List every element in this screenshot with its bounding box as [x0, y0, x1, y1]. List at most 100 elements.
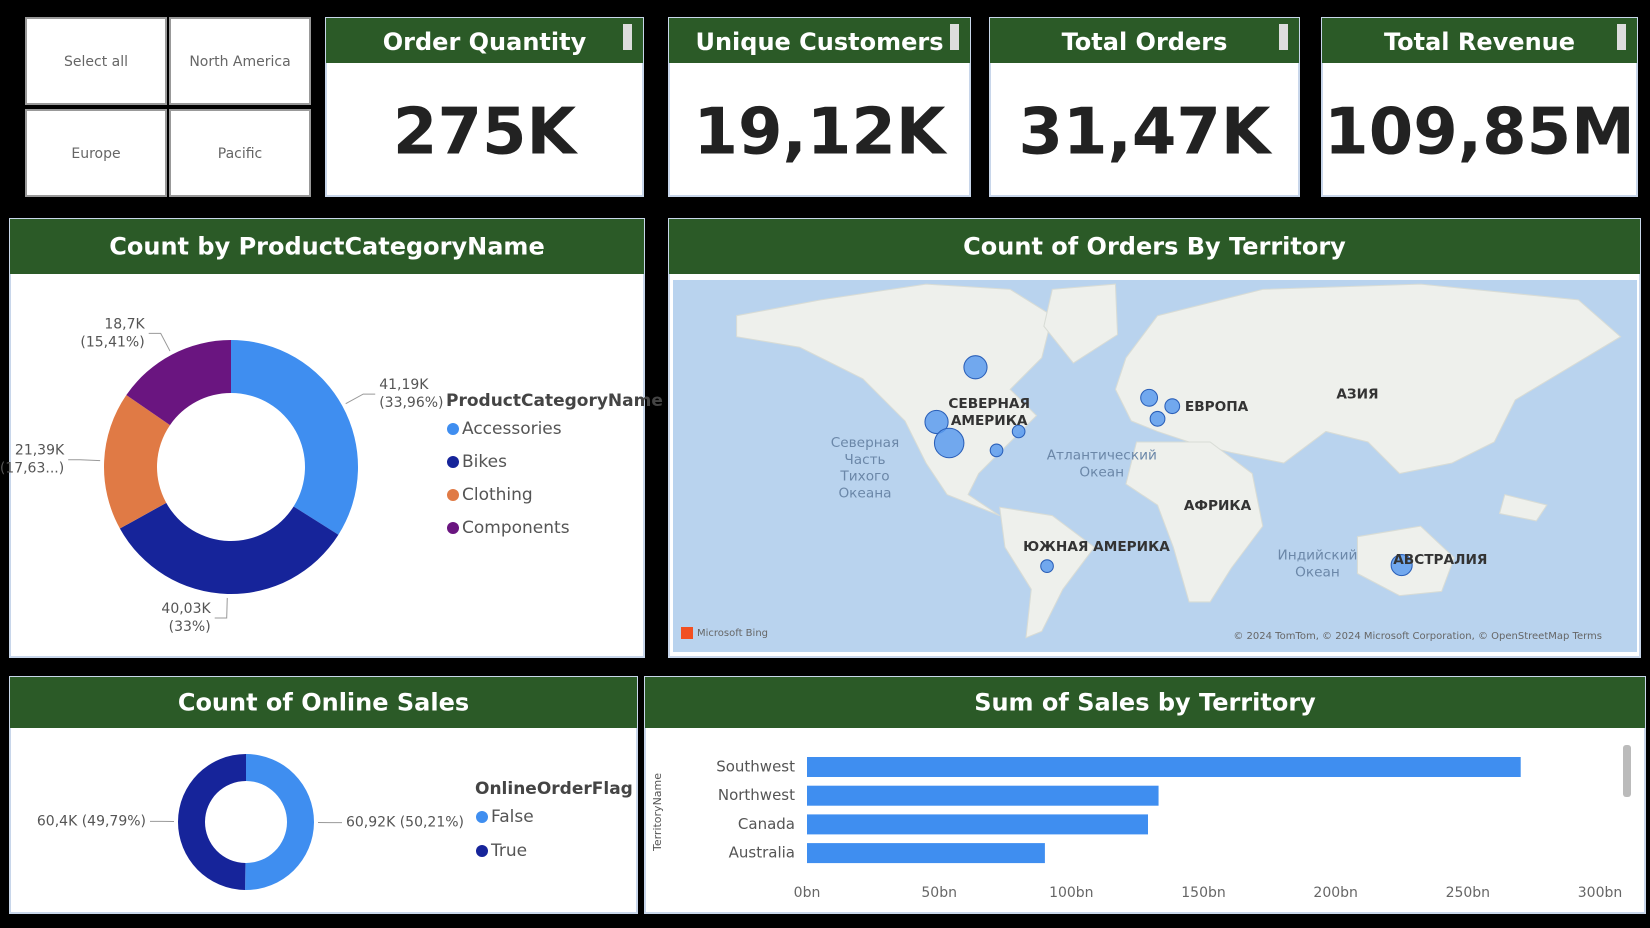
legend-swatch: [447, 456, 459, 468]
map-label: ЕВРОПА: [1185, 399, 1249, 415]
bar[interactable]: [807, 757, 1521, 777]
slicer-label[interactable]: Select all: [64, 54, 128, 70]
slicer-label[interactable]: Europe: [71, 146, 120, 162]
slicer-label[interactable]: North America: [189, 54, 290, 70]
card-title: Order Quantity: [383, 28, 587, 56]
slicer-tile[interactable]: [169, 109, 311, 197]
legend-label: Components: [462, 518, 570, 538]
panel-title: Count by ProductCategoryName: [109, 233, 544, 261]
map-bubble[interactable]: [924, 409, 949, 435]
donut-slice: [104, 395, 171, 529]
map-bubble[interactable]: [1140, 388, 1159, 407]
donut-slice: [126, 340, 231, 426]
x-tick-label: 250bn: [1446, 885, 1490, 901]
map-label: Атлантический Океан: [1047, 448, 1157, 481]
map-bubble[interactable]: [1011, 424, 1026, 439]
map-label: АВСТРАЛИЯ: [1393, 552, 1487, 568]
card-value: 19,12K: [693, 96, 947, 170]
map: СЕВЕРНАЯ АМЕРИКА ЕВРОПА АЗИЯ АФРИКА ЮЖНАЯ АМЕ…: [673, 280, 1637, 652]
x-tick-label: 100bn: [1049, 885, 1093, 901]
donut-slice: [245, 754, 314, 890]
map-bubble[interactable]: [1164, 398, 1181, 415]
landmass: [1498, 493, 1548, 522]
y-tick-label: Australia: [729, 844, 795, 862]
panel-title: Count of Orders By Territory: [963, 233, 1346, 261]
panel-title: Count of Online Sales: [178, 689, 469, 717]
legend-label: False: [491, 807, 534, 827]
map-label: Индийский Океан: [1278, 548, 1358, 581]
panel-header: [669, 219, 1640, 274]
data-label: 41,19K (33,96%): [379, 377, 443, 411]
logo-mark: [681, 627, 693, 639]
map-attribution: © 2024 TomTom, © 2024 Microsoft Corporat…: [1233, 631, 1602, 642]
data-label: 60,4K (49,79%): [37, 813, 146, 829]
card-title: Unique Customers: [695, 28, 943, 56]
scrollbar[interactable]: [1623, 745, 1631, 797]
bar[interactable]: [807, 785, 1159, 806]
map-bubble[interactable]: [1149, 410, 1166, 427]
legend-swatch: [447, 522, 459, 534]
donut-slice: [119, 502, 339, 594]
bar[interactable]: [807, 843, 1045, 864]
bar[interactable]: [807, 814, 1148, 835]
landmass: [736, 283, 1053, 517]
legend-label: Bikes: [462, 452, 507, 472]
landmass: [1125, 441, 1264, 603]
map-logo: Microsoft Bing: [697, 628, 768, 639]
donut-slice: [177, 754, 246, 890]
legend-title: ProductCategoryName: [446, 391, 663, 411]
y-tick-label: Northwest: [718, 786, 795, 804]
legend-swatch: [447, 423, 459, 435]
map-label: ЮЖНАЯ АМЕРИКА: [1023, 539, 1170, 555]
legend-label: Clothing: [462, 485, 533, 505]
legend-title: OnlineOrderFlag: [475, 779, 633, 799]
leader-line: [345, 393, 376, 405]
card-value: 275K: [393, 96, 579, 170]
landmass: [1043, 283, 1119, 364]
map-bubble[interactable]: [1390, 554, 1413, 577]
map-bubble[interactable]: [989, 443, 1004, 458]
card-header: [669, 18, 970, 63]
card-value: 31,47K: [1018, 96, 1272, 170]
card-header: [326, 18, 643, 63]
map-label: АФРИКА: [1184, 498, 1252, 514]
card-tab: [950, 24, 959, 50]
card-title: Total Revenue: [1384, 28, 1575, 56]
panel-header: [645, 677, 1645, 728]
panel-header: [10, 219, 644, 274]
card-value: 109,85M: [1324, 96, 1635, 170]
map-bubble[interactable]: [1040, 559, 1054, 573]
x-tick-label: 300bn: [1578, 885, 1622, 901]
y-axis-title: TerritoryName: [651, 773, 664, 852]
slicer-label[interactable]: Pacific: [218, 146, 263, 162]
x-tick-label: 150bn: [1181, 885, 1225, 901]
map-bubble[interactable]: [963, 355, 988, 380]
panel-header: [10, 677, 637, 728]
map-label: Северная Часть Тихого Океана: [831, 435, 900, 502]
map-bubble[interactable]: [933, 427, 965, 459]
data-label: 21,39K (17,63...): [0, 443, 65, 477]
map-layer: СЕВЕРНАЯ АМЕРИКА ЕВРОПА АЗИЯ АФРИКА ЮЖНАЯ АМЕ…: [736, 283, 1622, 639]
y-tick-label: Canada: [738, 815, 795, 833]
legend-swatch: [476, 845, 488, 857]
card-tab: [623, 24, 632, 50]
leader-line: [148, 332, 171, 352]
y-tick-label: Southwest: [716, 758, 795, 776]
x-tick-label: 200bn: [1313, 885, 1357, 901]
leader-line: [68, 459, 101, 462]
data-label: 18,7K (15,41%): [80, 316, 145, 350]
card-tab: [1279, 24, 1288, 50]
slicer-tile[interactable]: [25, 17, 167, 105]
data-label: 40,03K (33%): [161, 601, 211, 635]
legend-swatch: [476, 811, 488, 823]
card-header: [1322, 18, 1637, 63]
slicer-tile[interactable]: [169, 17, 311, 105]
panel-title: Sum of Sales by Territory: [974, 689, 1316, 717]
legend-swatch: [447, 489, 459, 501]
x-tick-label: 0bn: [794, 885, 821, 901]
map-label: АЗИЯ: [1336, 387, 1378, 403]
slicer-tile[interactable]: [25, 109, 167, 197]
card-tab: [1617, 24, 1626, 50]
